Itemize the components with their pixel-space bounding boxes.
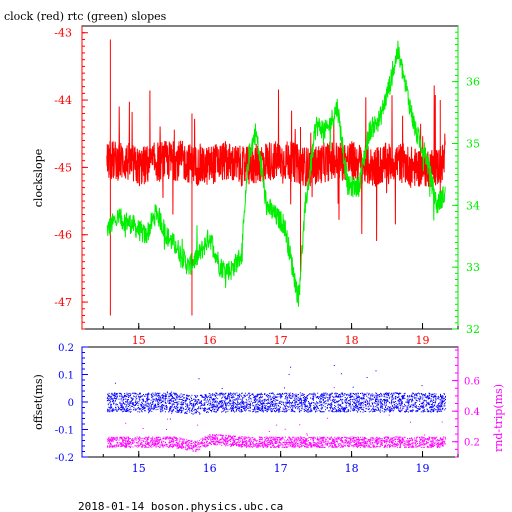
top-panel: -43 -44 -45 -46 -47 32 33 34 35 36 15 16 17 18 19 cl…: [32, 25, 480, 347]
bottom-right-tick-label: 0.6: [464, 377, 480, 388]
bottom-right-tick-label: 0.2: [464, 438, 480, 449]
bottom-right-tick-label: 0.4: [464, 407, 480, 418]
bottom-x-ticks: 15 16 17 18 19: [102, 451, 459, 475]
top-right-tick-label: 35: [466, 137, 480, 150]
top-x-tick-label: 15: [132, 334, 146, 347]
top-y-label: clockslope: [32, 149, 45, 207]
bottom-x-tick-label: 18: [345, 462, 359, 475]
rnd-trip-points: [106, 387, 447, 452]
top-right-ticks: 32 33 34 35 36: [452, 31, 480, 336]
top-left-tick-label: -46: [54, 229, 72, 242]
top-left-tick-label: -44: [54, 94, 72, 107]
bottom-x-tick-label: 15: [132, 462, 146, 475]
bottom-left-tick-label: -0.1: [55, 426, 74, 437]
top-left-tick-label: -45: [54, 161, 72, 174]
offset-series: [106, 365, 447, 420]
bottom-x-tick-label: 19: [416, 462, 430, 475]
bottom-y-label-right: rnd-trip(ms): [492, 384, 505, 452]
top-right-tick-label: 34: [466, 199, 480, 212]
top-x-tick-label: 18: [345, 334, 359, 347]
bottom-left-ticks: 0.2 0.1 0 -0.1 -0.2: [55, 343, 88, 464]
bottom-left-tick-label: -0.2: [55, 453, 74, 464]
footer-label: 2018-01-14 boson.physics.ubc.ca: [78, 500, 283, 512]
bottom-right-ticks: 0.6 0.4 0.2: [452, 349, 480, 458]
rnd-trip-series: [106, 387, 447, 452]
top-x-tick-label: 19: [416, 334, 430, 347]
clock-series: [106, 39, 446, 316]
offset-points: [106, 365, 447, 420]
bottom-x-tick-label: 16: [203, 462, 217, 475]
bottom-panel: 0.2 0.1 0 -0.1 -0.2 0.6 0.4 0.2 15 16 17 18 19 off…: [32, 343, 505, 475]
bottom-y-label-left: offset(ms): [32, 374, 45, 430]
rtc-series: [106, 40, 446, 307]
bottom-x-tick-label: 17: [274, 462, 288, 475]
top-right-tick-label: 32: [466, 323, 480, 336]
top-left-tick-label: -47: [54, 296, 72, 309]
top-right-tick-label: 36: [466, 76, 480, 89]
top-right-tick-label: 33: [466, 261, 480, 274]
top-left-ticks: -43 -44 -45 -46 -47: [54, 27, 88, 330]
clock-line: [106, 85, 446, 242]
bottom-left-tick-label: 0: [68, 398, 74, 409]
rtc-line: [106, 40, 446, 307]
bottom-left-tick-label: 0.2: [58, 343, 74, 354]
chart-title: clock (red) rtc (green) slopes: [4, 10, 167, 23]
top-left-tick-label: -43: [54, 27, 72, 40]
top-x-tick-label: 16: [203, 334, 217, 347]
top-x-tick-label: 17: [274, 334, 288, 347]
bottom-left-tick-label: 0.1: [58, 371, 74, 382]
top-x-ticks: 15 16 17 18 19: [102, 323, 459, 347]
